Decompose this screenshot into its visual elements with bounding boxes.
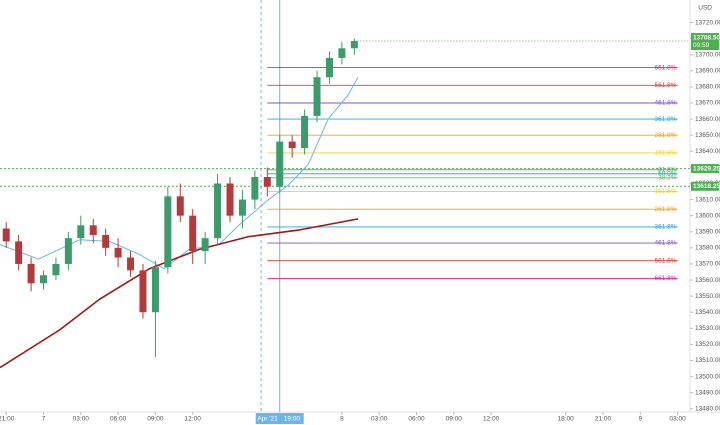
y-tick-label: 13520.00: [695, 341, 720, 348]
y-tick-label: 13700.00: [695, 51, 720, 58]
price-badge: [691, 181, 719, 191]
y-tick-label: 13690.00: [695, 68, 720, 75]
moving-average: [0, 218, 359, 369]
fib-label: 661.8%: [655, 275, 677, 282]
candle-body: [189, 215, 197, 252]
x-tick-label: 03:00: [669, 416, 686, 423]
y-tick-label: 13560.00: [695, 277, 720, 284]
fib-label: 661.8%: [655, 64, 677, 71]
y-tick-label: 13550.00: [695, 293, 720, 300]
candle-body: [64, 238, 72, 264]
price-badge-label: 13618.25: [693, 183, 720, 190]
y-tick-label: 13540.00: [695, 309, 720, 316]
x-tick-label: 12:00: [483, 416, 500, 423]
crosshair-date: 07 Apr '21: [249, 416, 278, 423]
candle-body: [238, 199, 246, 216]
x-tick-label: 12:00: [185, 416, 202, 423]
candle-body: [325, 57, 333, 78]
last-price-label: 13708.50: [693, 34, 720, 41]
candle-body: [127, 257, 135, 271]
currency-label: USD: [698, 5, 712, 12]
x-tick-label: 06:00: [408, 416, 425, 423]
candle-body: [27, 263, 35, 284]
candle-body: [214, 183, 222, 239]
y-tick-label: 13530.00: [695, 325, 720, 332]
x-tick-label: 7: [42, 416, 46, 423]
candle-body: [251, 177, 259, 200]
fib-label: 461.8%: [655, 100, 677, 107]
last-price-timer: 09:59: [693, 42, 710, 49]
candle-body: [40, 275, 48, 284]
price-badge-label: 13629.25: [693, 165, 720, 172]
price-badge: [691, 164, 719, 174]
y-tick-label: 13570.00: [695, 261, 720, 268]
fib-label: 561.8%: [655, 257, 677, 264]
candle-body: [151, 267, 159, 313]
x-tick-label: 18:00: [558, 416, 575, 423]
fib-label: 50.0%: [658, 171, 677, 178]
y-tick-label: 13580.00: [695, 245, 720, 252]
crosshair-badge: [255, 413, 304, 424]
candle-body: [338, 48, 346, 58]
candle-body: [89, 225, 97, 235]
candle-body: [313, 77, 321, 116]
y-tick-label: 13670.00: [695, 100, 720, 107]
candle-body: [288, 141, 296, 149]
crosshair-time: 19:00: [284, 416, 301, 423]
candle-body: [276, 141, 284, 187]
x-tick-label: 09:00: [446, 416, 463, 423]
candle-body: [164, 196, 172, 268]
candle-body: [52, 263, 60, 276]
candle-body: [77, 225, 85, 239]
x-tick-label: 03:00: [371, 416, 388, 423]
y-tick-label: 13600.00: [695, 212, 720, 219]
y-tick-label: 13500.00: [695, 373, 720, 380]
fib-label: 361.8%: [655, 224, 677, 231]
x-tick-label: 9: [638, 416, 642, 423]
candle-body: [301, 115, 309, 149]
y-tick-label: 13720.00: [695, 19, 720, 26]
y-tick-label: 13650.00: [695, 132, 720, 139]
x-tick-label: 06:00: [110, 416, 127, 423]
fib-label: 261.8%: [655, 206, 677, 213]
candle-body: [139, 270, 147, 313]
x-tick-label: 09:00: [147, 416, 164, 423]
fib-label: 161.8%: [655, 188, 677, 195]
fib-label: 361.8%: [655, 116, 677, 123]
y-tick-label: 13610.00: [695, 196, 720, 203]
y-tick-label: 13680.00: [695, 84, 720, 91]
fib-label: 561.8%: [655, 82, 677, 89]
y-tick-label: 13640.00: [695, 148, 720, 155]
x-tick-label: 21:00: [595, 416, 612, 423]
fib-label: 261.8%: [655, 132, 677, 139]
fib-label: 461.8%: [655, 240, 677, 247]
last-price-badge: [691, 33, 719, 51]
y-tick-label: 13660.00: [695, 116, 720, 123]
candle-body: [2, 228, 10, 242]
candle-body: [102, 234, 110, 248]
candle-body: [176, 196, 184, 216]
candle-body: [15, 241, 23, 264]
fib-label: 61.8%: [658, 167, 677, 174]
x-tick-label: 21:00: [0, 416, 15, 423]
x-tick-label: 03:00: [73, 416, 90, 423]
candle-body: [263, 177, 271, 187]
candle-body: [350, 41, 358, 49]
x-tick-label: 8: [340, 416, 344, 423]
candle-body: [226, 183, 234, 216]
y-tick-label: 13510.00: [695, 357, 720, 364]
fib-label: 161.8%: [655, 150, 677, 157]
fib-label: 38.2%: [658, 175, 677, 182]
y-tick-label: 13590.00: [695, 228, 720, 235]
y-tick-label: 13480.00: [695, 406, 720, 413]
candle-body: [201, 238, 209, 252]
y-tick-label: 13490.00: [695, 389, 720, 396]
candle-body: [114, 247, 122, 258]
